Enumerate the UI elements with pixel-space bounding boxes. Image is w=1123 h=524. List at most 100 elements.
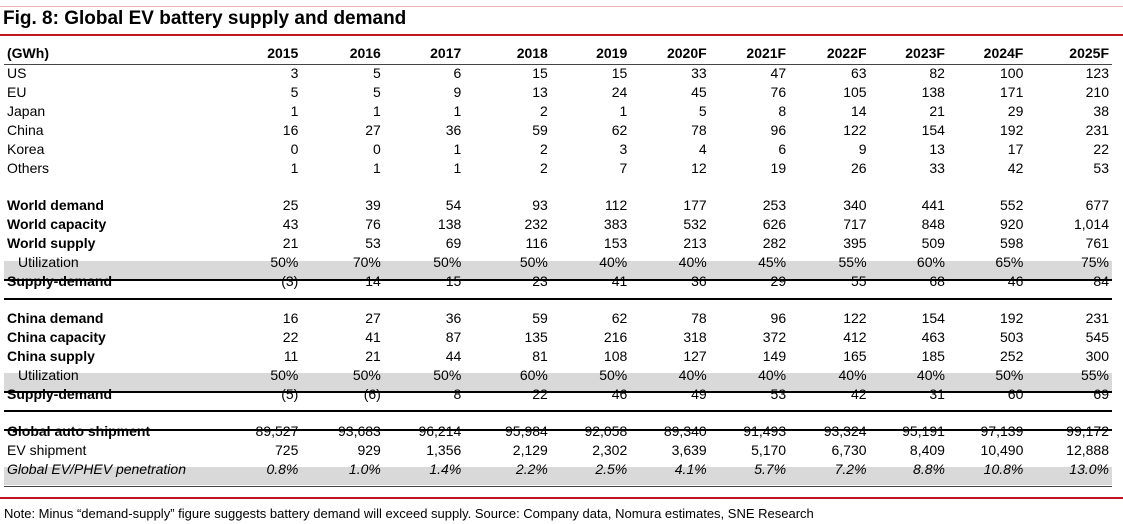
- data-cell: 3: [290, 65, 299, 81]
- spacer-cell: [1026, 291, 1112, 309]
- data-cell: 340: [843, 197, 867, 213]
- regions-row: Korea 0 0 1 2 3 4 6 9 13 17 22: [4, 140, 1112, 159]
- data-cell: 1: [453, 141, 462, 157]
- auto-row: Global auto shipment 89,527 93,683 96,214 95…: [4, 422, 1112, 441]
- world-row: Supply-demand (3) 14 15 23 41 36 29 55 68 46 84: [4, 272, 1112, 291]
- data-cell: 62: [611, 310, 628, 326]
- data-cell: 24: [611, 84, 628, 100]
- data-cell: 78: [691, 122, 707, 138]
- top-rule: [0, 6, 1123, 7]
- data-cell: 93,324: [823, 423, 867, 439]
- data-cell: 40%: [599, 254, 628, 270]
- data-cell: 920: [1000, 216, 1024, 232]
- data-cell: 8,409: [909, 442, 945, 458]
- china-row: China supply 11 21 44 81 108 127 149 165 185 252 30…: [4, 347, 1112, 366]
- year-header: 2024F: [983, 44, 1024, 61]
- data-cell: 45: [691, 84, 707, 100]
- data-cell: 216: [603, 329, 628, 345]
- data-cell: 1: [290, 160, 299, 176]
- table-body: (GWh) 2015 2016 2017 2018 2019 2020F 2021F 2022F…: [4, 42, 1112, 479]
- penetration-shade: [4, 467, 1112, 485]
- data-cell: 82: [929, 65, 945, 81]
- data-cell: 318: [683, 329, 707, 345]
- spacer-cell: [710, 178, 789, 196]
- data-cell: 55: [850, 273, 867, 289]
- world-utilization-shade: [4, 261, 1112, 279]
- spacer-cell: [230, 291, 301, 309]
- data-cell: 69: [445, 235, 462, 251]
- data-cell: 2: [540, 141, 548, 157]
- data-cell: 59: [532, 310, 548, 326]
- data-cell: 15: [532, 65, 548, 81]
- data-cell: 11: [283, 348, 299, 364]
- spacer-cell: [710, 291, 789, 309]
- data-cell: 412: [843, 329, 867, 345]
- data-cell: 1: [373, 103, 381, 119]
- data-cell: 116: [525, 235, 548, 251]
- data-cell: 53: [1093, 160, 1109, 176]
- row-label: Korea: [7, 141, 45, 157]
- data-cell: 761: [1085, 235, 1109, 251]
- data-cell: 19: [770, 160, 787, 176]
- data-cell: 65%: [995, 254, 1024, 270]
- data-cell: (6): [363, 386, 381, 402]
- spacer-cell: [789, 291, 869, 309]
- world-row: World supply 21 53 69 116 153 213 282 395 509 598 7…: [4, 234, 1112, 253]
- china-supply-demand-top-rule: [4, 391, 1112, 393]
- data-cell: 49: [691, 386, 707, 402]
- data-cell: 717: [843, 216, 867, 232]
- data-cell: 8.8%: [913, 461, 945, 477]
- spacer-cell: [230, 178, 301, 196]
- data-cell: 185: [921, 348, 945, 364]
- year-header: 2021F: [746, 44, 787, 61]
- data-cell: 92,058: [584, 423, 628, 439]
- data-cell: 68: [929, 273, 945, 289]
- spacer-cell: [948, 178, 1026, 196]
- data-cell: 1: [453, 103, 462, 119]
- data-cell: 53: [365, 235, 381, 251]
- data-cell: 6,730: [831, 442, 867, 458]
- row-label: Utilization: [18, 254, 79, 270]
- data-cell: 1,356: [426, 442, 462, 458]
- data-cell: 16: [282, 122, 299, 138]
- data-cell: 677: [1085, 197, 1109, 213]
- data-cell: 62: [611, 122, 628, 138]
- data-cell: 50%: [433, 367, 462, 383]
- spacer-cell: [630, 178, 709, 196]
- row-label: Utilization: [18, 367, 79, 383]
- data-cell: 95,984: [505, 423, 548, 439]
- data-cell: 81: [532, 348, 548, 364]
- data-cell: 50%: [599, 367, 628, 383]
- spacer-row: [4, 178, 1112, 196]
- data-cell: 6: [453, 65, 462, 81]
- row-label: Global EV/PHEV penetration: [7, 461, 186, 477]
- data-cell: 2.5%: [595, 461, 628, 477]
- data-cell: 598: [1000, 235, 1024, 251]
- data-cell: 76: [365, 216, 381, 232]
- data-cell: 55%: [838, 254, 867, 270]
- data-cell: 93: [532, 197, 548, 213]
- data-cell: 96: [770, 310, 787, 326]
- data-cell: 60%: [519, 367, 548, 383]
- data-cell: 5,170: [751, 442, 787, 458]
- data-cell: 383: [603, 216, 628, 232]
- data-cell: 372: [762, 329, 787, 345]
- data-cell: 1.4%: [429, 461, 462, 477]
- data-cell: 33: [929, 160, 945, 176]
- spacer-cell: [464, 178, 551, 196]
- year-header: 2022F: [826, 44, 867, 61]
- data-cell: 105: [843, 84, 867, 100]
- data-cell: 70%: [352, 254, 381, 270]
- data-cell: 25: [282, 197, 299, 213]
- data-cell: 0: [290, 141, 299, 157]
- data-cell: 36: [445, 310, 462, 326]
- data-cell: 45%: [758, 254, 787, 270]
- spacer-cell: [464, 404, 551, 422]
- spacer-cell: [948, 404, 1026, 422]
- year-header: 2015: [267, 44, 299, 61]
- data-cell: 60%: [916, 254, 945, 270]
- spacer-cell: [630, 404, 709, 422]
- data-cell: 177: [683, 197, 707, 213]
- data-cell: 929: [357, 442, 381, 458]
- data-cell: 503: [1000, 329, 1024, 345]
